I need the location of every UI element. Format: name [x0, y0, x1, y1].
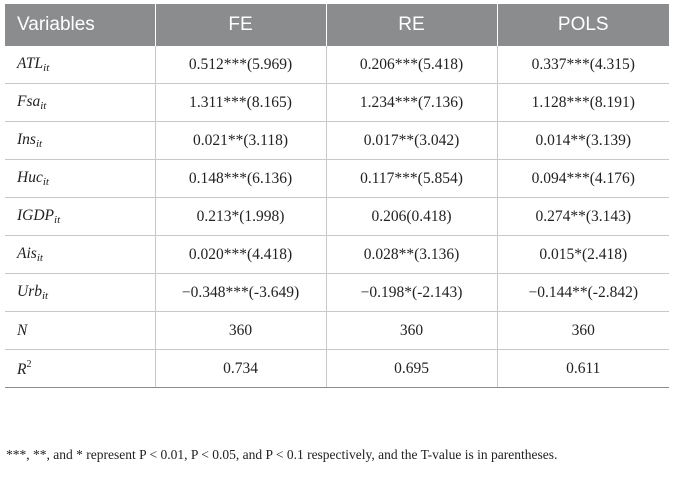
variable-subscript: it: [35, 138, 43, 150]
variable-name: Ais: [17, 245, 37, 262]
variable-subscript: it: [36, 252, 43, 264]
pols-cell: 0.094***(4.176): [497, 159, 669, 198]
pols-cell: 0.014**(3.139): [497, 121, 669, 160]
variable-cell: Urbit: [5, 273, 156, 312]
variable-cell: Hucit: [5, 159, 156, 198]
header-re: RE: [326, 4, 498, 46]
fe-cell: −0.348***(-3.649): [155, 273, 327, 312]
table-row: ATLit 0.512***(5.969) 0.206***(5.418) 0.…: [5, 46, 669, 84]
variable-name: Fsa: [17, 93, 41, 110]
table-row: IGDPit 0.213*(1.998) 0.206(0.418) 0.274*…: [5, 197, 669, 236]
re-cell: 1.234***(7.136): [326, 83, 498, 122]
pols-cell: 0.274**(3.143): [497, 197, 669, 236]
fe-cell: 0.020***(4.418): [155, 235, 327, 274]
table-row: Aisit 0.020***(4.418) 0.028**(3.136) 0.0…: [5, 235, 669, 274]
fe-cell: 0.148***(6.136): [155, 159, 327, 198]
re-cell: 0.017**(3.042): [326, 121, 498, 160]
table-row: Hucit 0.148***(6.136) 0.117***(5.854) 0.…: [5, 159, 669, 198]
table-row: Fsait 1.311***(8.165) 1.234***(7.136) 1.…: [5, 83, 669, 122]
fe-cell: 1.311***(8.165): [155, 83, 327, 122]
variable-subscript: it: [43, 62, 50, 74]
pols-cell: 0.611: [497, 349, 669, 388]
re-cell: −0.198*(-2.143): [326, 273, 498, 312]
re-cell: 360: [326, 311, 498, 350]
re-cell: 0.206***(5.418): [326, 46, 498, 84]
variable-name: Urb: [17, 283, 42, 300]
variable-name: R: [17, 360, 27, 378]
variable-name: IGDP: [17, 207, 55, 224]
fe-cell: 0.021**(3.118): [155, 121, 327, 160]
variable-cell: R2: [5, 349, 156, 388]
variable-cell: ATLit: [5, 46, 156, 84]
variable-subscript: it: [41, 290, 49, 302]
variable-name: Ins: [17, 131, 36, 148]
table-row: Urbit −0.348***(-3.649) −0.198*(-2.143) …: [5, 273, 669, 312]
table-row: Insit 0.021**(3.118) 0.017**(3.042) 0.01…: [5, 121, 669, 160]
variable-cell: Fsait: [5, 83, 156, 122]
variable-subscript: it: [40, 100, 47, 112]
pols-cell: 0.015*(2.418): [497, 235, 669, 274]
header-variables: Variables: [5, 4, 156, 46]
table-header: Variables FE RE POLS: [5, 4, 669, 46]
variable-subscript: it: [42, 176, 49, 188]
pols-cell: 0.337***(4.315): [497, 46, 669, 84]
fe-cell: 360: [155, 311, 327, 350]
variable-cell: IGDPit: [5, 197, 156, 236]
variable-cell: Insit: [5, 121, 156, 160]
variable-cell: N: [5, 311, 156, 350]
pols-cell: 1.128***(8.191): [497, 83, 669, 122]
variable-name: ATL: [17, 55, 44, 72]
fe-cell: 0.213*(1.998): [155, 197, 327, 236]
header-fe: FE: [155, 4, 327, 46]
table-footnote: ***, **, and * represent P < 0.01, P < 0…: [6, 447, 558, 462]
pols-cell: −0.144**(-2.842): [497, 273, 669, 312]
table-row: R2 0.734 0.695 0.611: [5, 349, 669, 388]
variable-cell: Aisit: [5, 235, 156, 274]
variable-name: Huc: [17, 169, 43, 186]
re-cell: 0.695: [326, 349, 498, 388]
fe-cell: 0.734: [155, 349, 327, 388]
table-body: ATLit 0.512***(5.969) 0.206***(5.418) 0.…: [5, 46, 669, 388]
table-row: N 360 360 360: [5, 311, 669, 350]
regression-table: Variables FE RE POLS ATLit 0.512***(5.96…: [5, 4, 669, 388]
re-cell: 0.117***(5.854): [326, 159, 498, 198]
variable-superscript: 2: [26, 358, 32, 370]
pols-cell: 360: [497, 311, 669, 350]
re-cell: 0.206(0.418): [326, 197, 498, 236]
header-pols: POLS: [497, 4, 669, 46]
fe-cell: 0.512***(5.969): [155, 46, 327, 84]
variable-name: N: [17, 321, 28, 339]
header-row: Variables FE RE POLS: [5, 4, 669, 46]
re-cell: 0.028**(3.136): [326, 235, 498, 274]
variable-subscript: it: [54, 214, 61, 226]
